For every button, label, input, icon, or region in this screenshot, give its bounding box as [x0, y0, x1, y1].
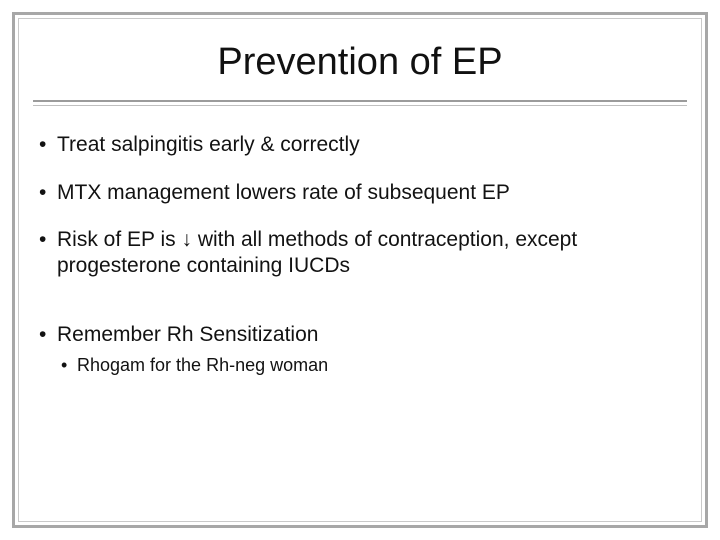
- bullet-item: Risk of EP is ↓ with all methods of cont…: [35, 227, 685, 278]
- bullet-text: Risk of EP is ↓ with all methods of cont…: [57, 228, 577, 277]
- content-area: Treat salpingitis early & correctly MTX …: [19, 104, 701, 377]
- bullet-list: Treat salpingitis early & correctly MTX …: [35, 132, 685, 377]
- bullet-item: Treat salpingitis early & correctly: [35, 132, 685, 158]
- bullet-text: MTX management lowers rate of subsequent…: [57, 181, 510, 204]
- inner-frame: Prevention of EP Treat salpingitis early…: [18, 18, 702, 522]
- sub-bullet-list: Rhogam for the Rh-neg woman: [57, 354, 685, 377]
- slide-title: Prevention of EP: [19, 19, 701, 100]
- slide: Prevention of EP Treat salpingitis early…: [0, 0, 720, 540]
- divider-thick: [33, 100, 687, 102]
- divider-thin: [33, 105, 687, 106]
- outer-frame: Prevention of EP Treat salpingitis early…: [12, 12, 708, 528]
- bullet-text: Treat salpingitis early & correctly: [57, 133, 360, 156]
- title-divider: [33, 100, 687, 104]
- bullet-item: Remember Rh Sensitization Rhogam for the…: [35, 322, 685, 376]
- sub-bullet-text: Rhogam for the Rh-neg woman: [77, 355, 328, 375]
- sub-bullet-item: Rhogam for the Rh-neg woman: [57, 354, 685, 377]
- bullet-text: Remember Rh Sensitization: [57, 323, 318, 346]
- bullet-item: MTX management lowers rate of subsequent…: [35, 180, 685, 206]
